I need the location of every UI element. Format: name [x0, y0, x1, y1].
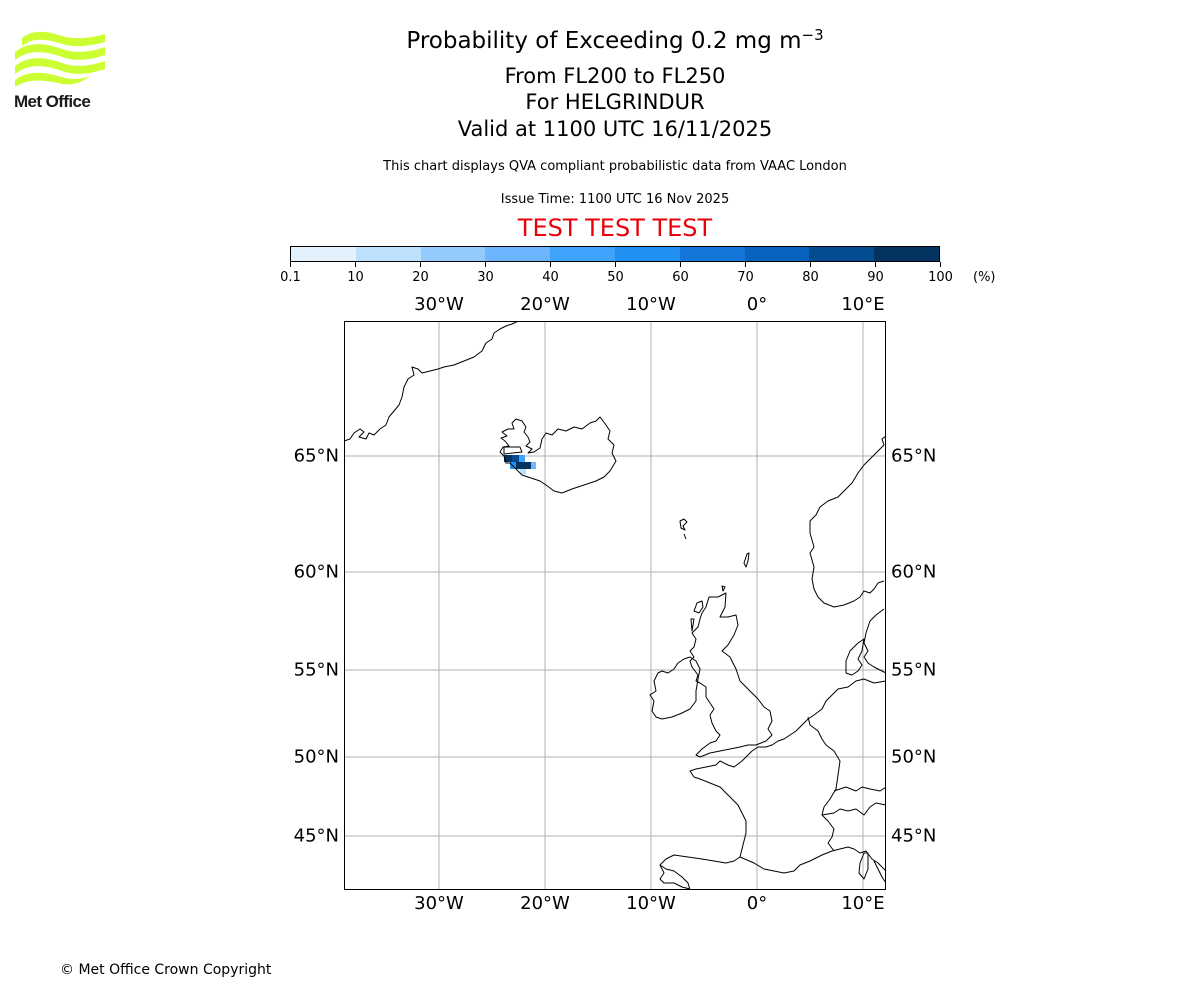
latitude-label: 50°N	[293, 746, 339, 768]
title-main: Probability of Exceeding 0.2 mg m	[406, 28, 802, 54]
chart-description: This chart displays QVA compliant probab…	[383, 159, 847, 174]
wave-logo-icon	[15, 31, 105, 87]
longitude-label: 30°W	[414, 294, 464, 315]
colorbar-segment	[485, 247, 551, 261]
colorbar-tick	[290, 262, 291, 267]
latitude-label: 60°N	[293, 561, 339, 583]
colorbar-tick	[875, 262, 876, 267]
longitude-label: 20°W	[520, 893, 570, 914]
coastlines	[344, 321, 886, 890]
latitude-label: 65°N	[891, 445, 937, 467]
gridlines	[344, 321, 886, 890]
colorbar-tick	[355, 262, 356, 267]
colorbar-tick-label: 70	[737, 270, 754, 285]
title-superscript: −3	[801, 26, 824, 44]
issue-time: Issue Time: 1100 UTC 16 Nov 2025	[500, 192, 730, 207]
longitude-label: 30°W	[414, 893, 464, 914]
colorbar-segment	[420, 247, 486, 261]
colorbar-tick-label: 50	[607, 270, 624, 285]
colorbar-tick-label: 0.1	[280, 270, 301, 285]
colorbar-segment	[809, 247, 875, 261]
colorbar-tick-label: 30	[477, 270, 494, 285]
latitude-label: 45°N	[891, 825, 937, 847]
longitude-label: 0°	[746, 294, 768, 315]
colorbar-tick-label: 80	[802, 270, 819, 285]
colorbar-tick	[940, 262, 941, 267]
colorbar-tick-label: 100	[928, 270, 953, 285]
colorbar-segment	[679, 247, 745, 261]
colorbar-tick	[615, 262, 616, 267]
colorbar-segment	[874, 247, 939, 261]
colorbar-segment	[550, 247, 615, 261]
longitude-label: 10°E	[841, 294, 885, 315]
colorbar-segment	[744, 247, 810, 261]
copyright-notice: © Met Office Crown Copyright	[60, 962, 272, 978]
latitude-label: 50°N	[891, 746, 937, 768]
colorbar-tick	[680, 262, 681, 267]
longitude-label: 10°W	[626, 893, 676, 914]
latitude-label: 60°N	[891, 561, 937, 583]
chart-title: Probability of Exceeding 0.2 mg m−3	[0, 26, 1200, 54]
colorbar-segment	[614, 247, 680, 261]
colorbar-tick	[810, 262, 811, 267]
volcano-name: For HELGRINDUR	[525, 90, 705, 114]
latitude-label: 55°N	[293, 659, 339, 681]
logo-text: Met Office	[14, 92, 91, 111]
level-range: From FL200 to FL250	[504, 64, 726, 88]
colorbar-tick	[485, 262, 486, 267]
colorbar-unit: (%)	[973, 270, 996, 285]
colorbar-tick-label: 60	[672, 270, 689, 285]
colorbar-tick-label: 40	[542, 270, 559, 285]
test-banner: TEST TEST TEST	[517, 214, 713, 242]
longitude-label: 10°E	[841, 893, 885, 914]
colorbar-tick-label: 10	[347, 270, 364, 285]
colorbar-tick	[550, 262, 551, 267]
colorbar-tick-label: 90	[867, 270, 884, 285]
longitude-label: 20°W	[520, 294, 570, 315]
colorbar-tick-label: 20	[412, 270, 429, 285]
latitude-label: 55°N	[891, 659, 937, 681]
longitude-label: 0°	[746, 893, 768, 914]
met-office-logo: Met Office	[14, 30, 106, 112]
colorbar-segment	[355, 247, 421, 261]
colorbar-tick	[420, 262, 421, 267]
longitude-label: 10°W	[626, 294, 676, 315]
probability-colorbar	[290, 246, 940, 262]
map-frame	[344, 321, 886, 890]
map-plot[interactable]	[344, 321, 886, 890]
latitude-label: 45°N	[293, 825, 339, 847]
valid-time: Valid at 1100 UTC 16/11/2025	[457, 117, 773, 141]
colorbar-segment	[291, 247, 356, 261]
colorbar-tick	[745, 262, 746, 267]
latitude-label: 65°N	[293, 445, 339, 467]
probability-cells	[504, 455, 536, 474]
